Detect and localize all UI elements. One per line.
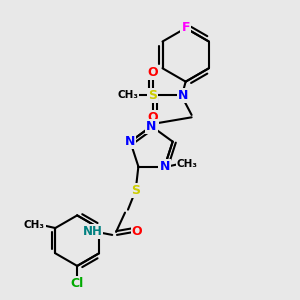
Text: O: O <box>148 111 158 124</box>
Text: CH₃: CH₃ <box>24 220 45 230</box>
Text: N: N <box>178 88 188 101</box>
Text: S: S <box>148 88 158 101</box>
Text: NH: NH <box>82 225 102 239</box>
Text: F: F <box>182 21 190 34</box>
Text: CH₃: CH₃ <box>117 90 138 100</box>
Text: Cl: Cl <box>70 277 84 290</box>
Text: CH₃: CH₃ <box>176 159 197 169</box>
Text: O: O <box>132 225 142 239</box>
Text: O: O <box>148 66 158 79</box>
Text: N: N <box>146 120 157 133</box>
Text: N: N <box>159 160 170 173</box>
Text: N: N <box>125 135 136 148</box>
Text: S: S <box>131 184 140 197</box>
